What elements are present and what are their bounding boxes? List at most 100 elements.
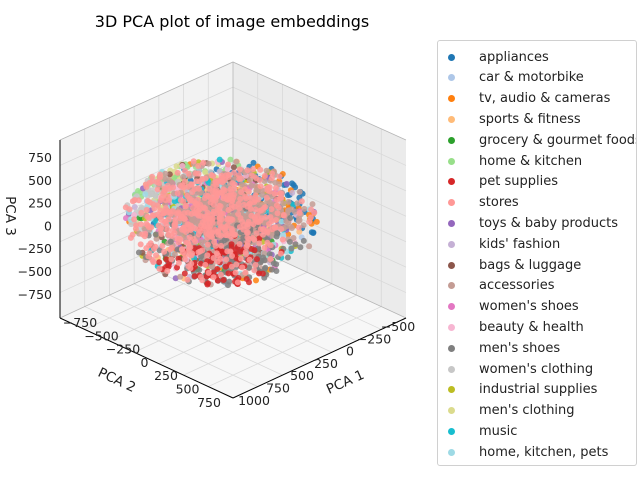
scatter-point bbox=[260, 231, 266, 238]
scatter-point bbox=[197, 260, 204, 267]
scatter-point bbox=[233, 158, 240, 165]
scatter-point bbox=[205, 280, 211, 287]
scatter-point bbox=[248, 182, 255, 189]
y-tick-label: −750 bbox=[63, 315, 97, 330]
gridline bbox=[109, 260, 283, 342]
scatter-point bbox=[280, 200, 287, 207]
scatter-point bbox=[202, 205, 208, 212]
scatter-point bbox=[228, 241, 235, 248]
scatter-point bbox=[228, 225, 235, 232]
axis-lines bbox=[59, 140, 407, 399]
scatter-point bbox=[135, 249, 142, 256]
scatter-point bbox=[216, 202, 223, 209]
scatter-point bbox=[150, 259, 157, 266]
scatter-point bbox=[201, 195, 208, 201]
legend-marker bbox=[448, 282, 455, 290]
scatter-point bbox=[257, 183, 264, 190]
scatter-point bbox=[244, 239, 251, 246]
legend-item: stores bbox=[448, 194, 636, 212]
scatter-point bbox=[306, 243, 313, 250]
gridline bbox=[59, 111, 234, 192]
legend-label: beauty & health bbox=[479, 319, 584, 335]
scatter-point bbox=[182, 202, 189, 209]
legend-marker bbox=[448, 178, 455, 186]
scatter-point bbox=[180, 249, 186, 256]
scatter-point bbox=[177, 197, 184, 204]
scatter-point bbox=[164, 268, 171, 274]
scatter-point bbox=[171, 251, 178, 258]
scatter-point bbox=[290, 235, 297, 241]
scatter-point bbox=[261, 172, 268, 179]
scatter-point bbox=[246, 264, 253, 271]
scatter-point bbox=[267, 214, 274, 221]
scatter-point bbox=[184, 276, 191, 283]
scatter-point bbox=[161, 209, 168, 216]
scatter-point bbox=[269, 266, 275, 273]
scatter-point bbox=[206, 185, 213, 192]
scatter-point bbox=[177, 273, 184, 280]
scatter-point bbox=[196, 185, 202, 192]
scatter-point bbox=[123, 215, 129, 222]
scatter-point bbox=[269, 170, 276, 177]
scatter-point bbox=[228, 216, 234, 223]
scatter-point bbox=[197, 274, 204, 280]
scatter-point bbox=[296, 210, 303, 216]
legend-item: pet supplies bbox=[448, 173, 636, 191]
gridline bbox=[133, 283, 308, 365]
scatter-point bbox=[168, 256, 175, 263]
scatter-point bbox=[242, 269, 249, 276]
scatter-point bbox=[287, 223, 294, 230]
scatter-point bbox=[234, 279, 241, 286]
scatter-point bbox=[240, 226, 247, 233]
x-tick-label: 0 bbox=[346, 344, 354, 359]
scatter-point bbox=[205, 231, 212, 238]
scatter-point bbox=[152, 231, 159, 238]
scatter-point bbox=[129, 198, 136, 205]
legend-label: home & kitchen bbox=[479, 153, 583, 169]
scatter-point bbox=[152, 193, 159, 200]
legend-label: men's shoes bbox=[479, 340, 561, 356]
scatter-point bbox=[225, 161, 232, 168]
y-tick-label: 500 bbox=[176, 382, 200, 397]
scatter-point bbox=[166, 208, 173, 215]
tick-labels: 7505002500−250−500−750−750−500−250025050… bbox=[18, 150, 416, 410]
scatter-point bbox=[263, 194, 270, 201]
legend-label: music bbox=[479, 423, 518, 439]
z-tick-label: 750 bbox=[28, 150, 52, 165]
legend-marker bbox=[448, 323, 455, 331]
legend-marker bbox=[448, 448, 455, 456]
scatter-point bbox=[210, 274, 217, 281]
scatter-point bbox=[272, 185, 279, 192]
scatter-point bbox=[223, 256, 230, 263]
scatter-point bbox=[225, 174, 232, 181]
scatter-point bbox=[292, 184, 299, 191]
scatter-point bbox=[122, 204, 129, 211]
scatter-point bbox=[261, 178, 268, 184]
scatter-point bbox=[189, 189, 196, 196]
scatter-point bbox=[185, 263, 192, 270]
scatter-point bbox=[274, 210, 281, 217]
scatter-point bbox=[214, 266, 221, 272]
scatter-point bbox=[280, 211, 287, 218]
scatter-point bbox=[185, 170, 192, 177]
legend-marker bbox=[448, 95, 455, 103]
legend-marker bbox=[448, 219, 455, 227]
scatter-point bbox=[259, 187, 266, 194]
scatter-point bbox=[158, 231, 165, 237]
scatter-point bbox=[253, 230, 260, 237]
scatter-point bbox=[232, 247, 239, 253]
scatter-point bbox=[224, 222, 231, 229]
scatter-point bbox=[239, 181, 245, 188]
scatter-point bbox=[208, 172, 215, 178]
scatter-point bbox=[131, 212, 137, 218]
legend-item: car & motorbike bbox=[448, 69, 636, 87]
scatter-point bbox=[278, 218, 285, 225]
legend-item: grocery & gourmet foods bbox=[448, 131, 636, 149]
scatter-point bbox=[254, 256, 260, 263]
scatter-point bbox=[154, 186, 161, 193]
scatter-point bbox=[167, 238, 174, 245]
scatter-point bbox=[181, 210, 188, 217]
scatter-point bbox=[224, 248, 231, 255]
legend-label: car & motorbike bbox=[479, 70, 584, 86]
